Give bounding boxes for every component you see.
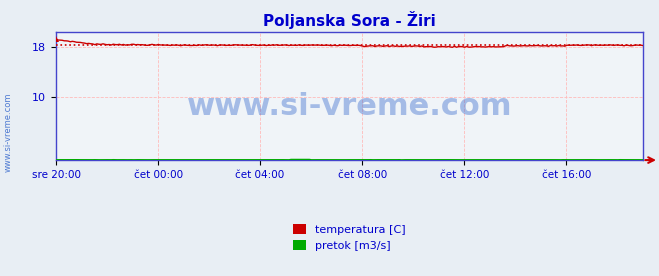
Title: Poljanska Sora - Žiri: Poljanska Sora - Žiri xyxy=(263,11,436,29)
Legend: temperatura [C], pretok [m3/s]: temperatura [C], pretok [m3/s] xyxy=(293,224,406,251)
Text: www.si-vreme.com: www.si-vreme.com xyxy=(186,92,512,121)
Text: www.si-vreme.com: www.si-vreme.com xyxy=(4,93,13,172)
